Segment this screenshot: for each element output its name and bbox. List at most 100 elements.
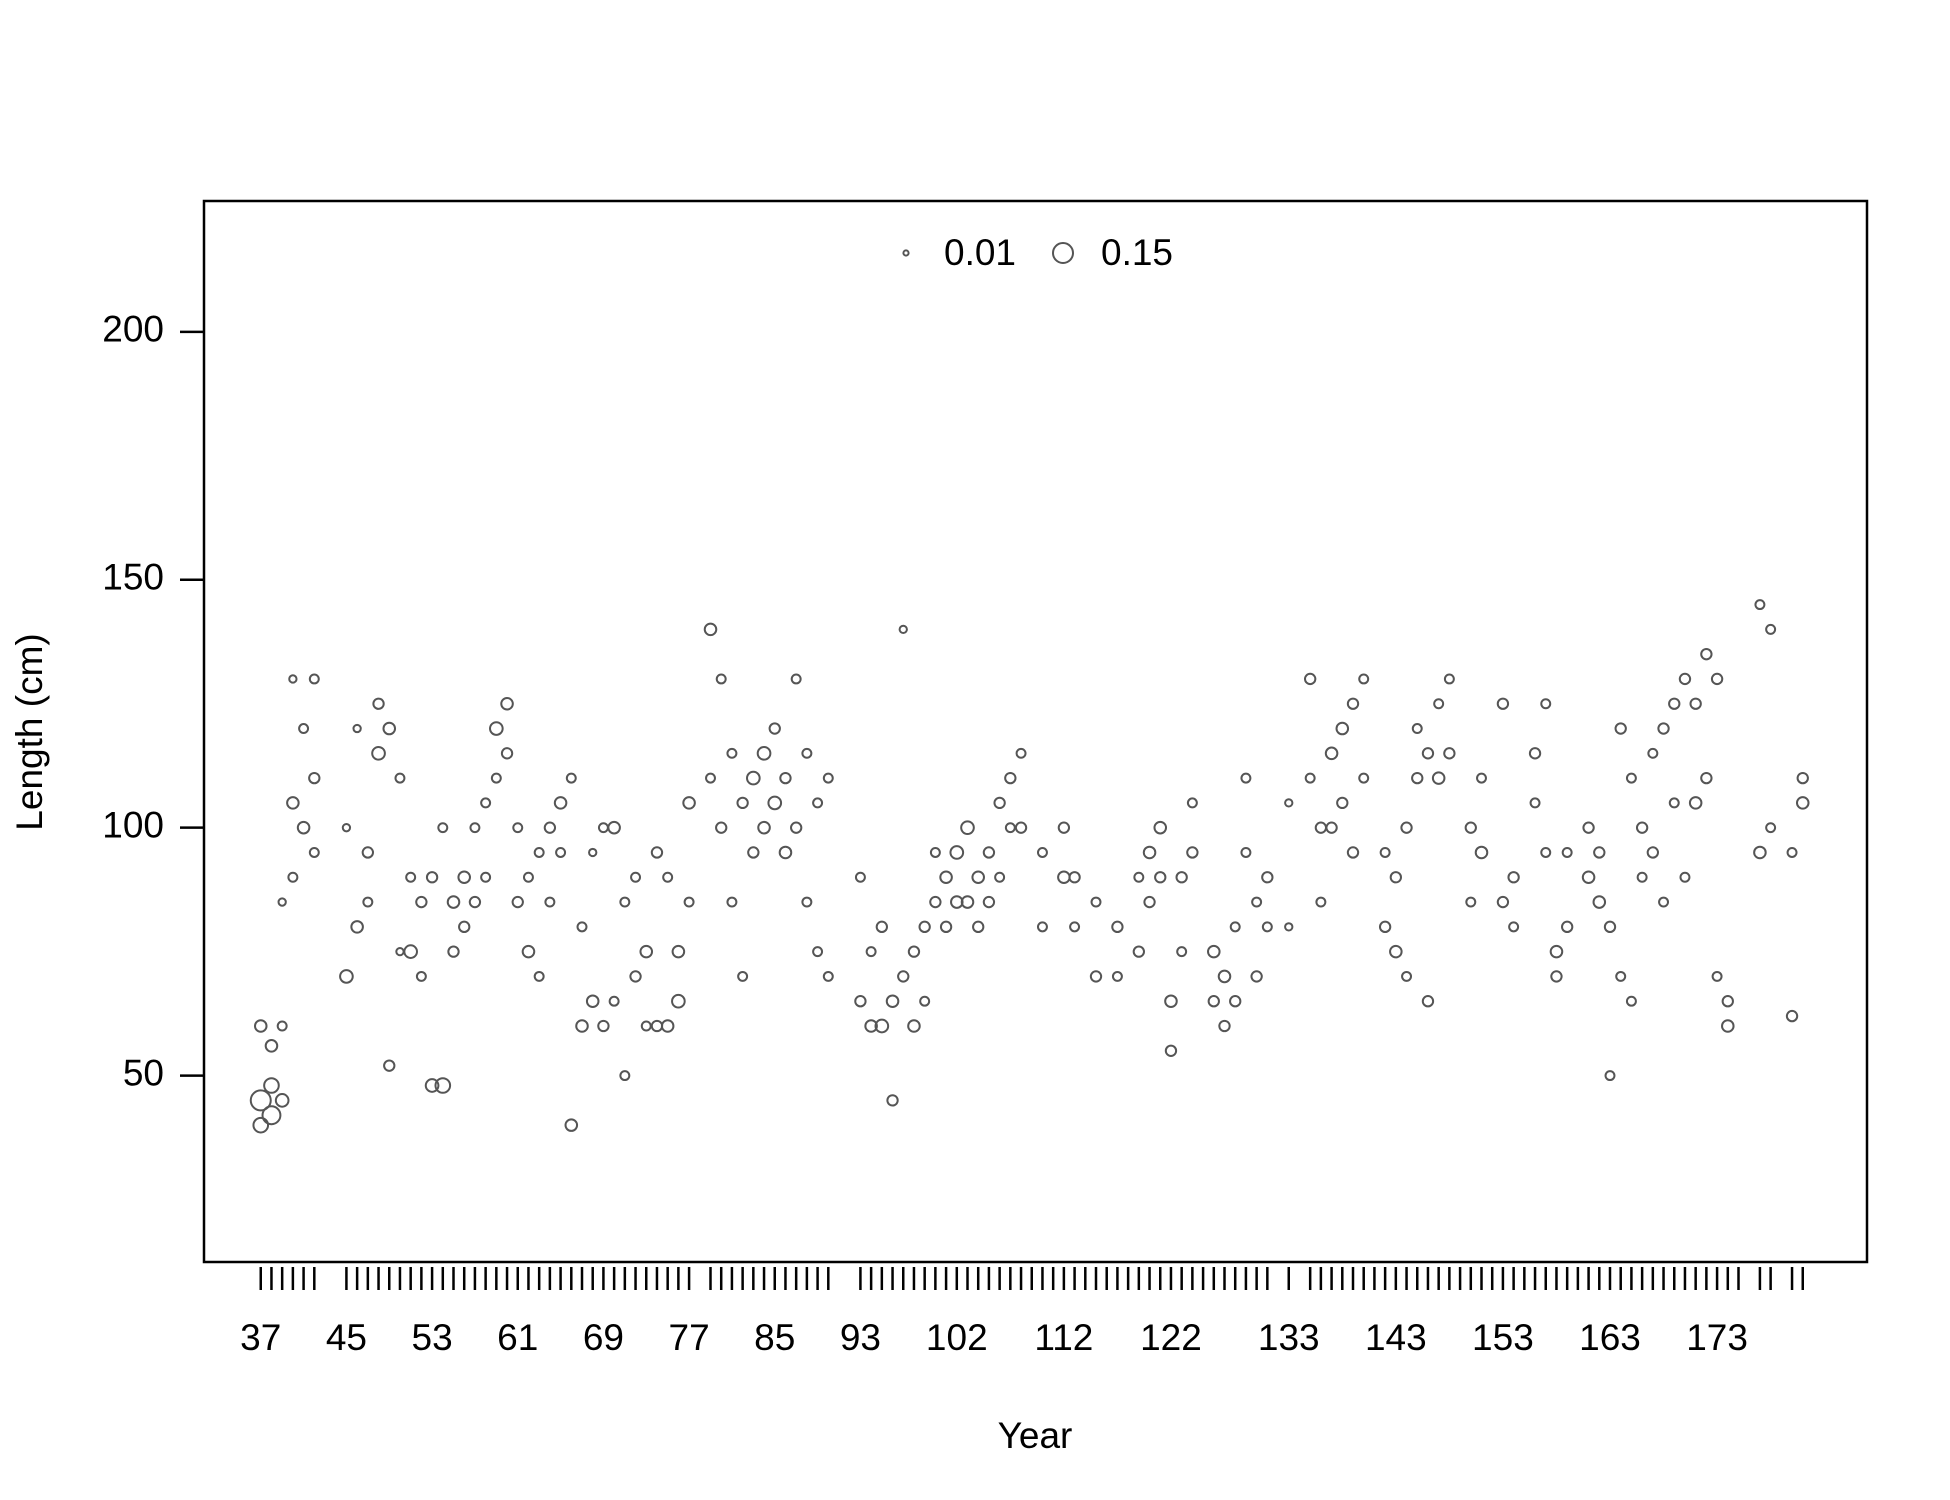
bubble [874, 1018, 890, 1034]
bubble [447, 945, 460, 958]
bubble [277, 897, 287, 907]
bubble [1389, 871, 1402, 884]
bubble [756, 745, 772, 761]
bubble [362, 896, 374, 908]
bubble [801, 896, 813, 908]
bubble [1528, 747, 1542, 760]
bubble [1186, 846, 1199, 859]
x-tick-label: 45 [326, 1317, 367, 1358]
bubble [263, 1077, 280, 1094]
bubble [1261, 921, 1273, 933]
bubble [424, 1078, 440, 1093]
bubble [1004, 771, 1017, 785]
bubble [308, 771, 321, 785]
bubble [480, 871, 492, 883]
bubble [1240, 772, 1252, 784]
bubble [588, 847, 598, 858]
legend-symbol [1052, 242, 1074, 264]
plot-frame [202, 199, 1869, 1264]
bubble [1668, 697, 1681, 710]
bubble [1604, 1070, 1616, 1082]
bubble [607, 820, 621, 835]
bubble [1314, 821, 1328, 834]
bubble [468, 895, 482, 909]
bubble [395, 946, 405, 957]
bubble [736, 796, 749, 810]
bubble [960, 820, 975, 836]
bubble [1721, 995, 1734, 1008]
bubble [757, 820, 771, 835]
bubble [629, 970, 642, 983]
bubble [298, 723, 310, 734]
bubble [1176, 946, 1188, 958]
x-tick-label: 85 [754, 1317, 795, 1358]
bubble [715, 821, 728, 834]
bubble [553, 796, 568, 810]
x-tick-label: 143 [1365, 1317, 1427, 1358]
bubble [630, 871, 642, 883]
bubble [1496, 697, 1510, 710]
bubble [1561, 847, 1573, 858]
bubble [919, 995, 931, 1007]
bubble [1229, 921, 1241, 933]
bubble [1154, 871, 1167, 884]
bubble [993, 796, 1006, 810]
bubble [1111, 920, 1124, 934]
bubble [875, 920, 888, 934]
x-tick-label: 133 [1258, 1317, 1320, 1358]
bubble [1647, 747, 1659, 759]
bubble [308, 673, 320, 685]
bubble [1592, 895, 1607, 909]
bubble [1143, 895, 1156, 909]
bubble [1636, 871, 1648, 883]
bubble [790, 673, 802, 685]
bubble [1678, 672, 1692, 686]
bubble [511, 895, 524, 909]
bubble [1411, 723, 1423, 734]
bubble [1014, 821, 1028, 834]
bubble [1679, 871, 1691, 883]
bubble [1625, 995, 1637, 1007]
bubble [1658, 896, 1670, 908]
bubble [383, 1059, 396, 1072]
bubble [480, 797, 492, 809]
bubble [1325, 821, 1338, 834]
bubble [1476, 772, 1487, 784]
bubble [747, 846, 760, 859]
bubble [929, 895, 942, 909]
bubble [1443, 747, 1456, 760]
bubble [971, 870, 985, 885]
bubble [1689, 697, 1702, 710]
x-tick-label: 163 [1579, 1317, 1641, 1358]
bubble [425, 871, 439, 884]
bubble [650, 846, 664, 859]
bubble [1057, 821, 1071, 834]
bubble [619, 896, 631, 908]
bubble [1785, 1009, 1799, 1023]
bubble [885, 994, 900, 1008]
bubble [522, 871, 534, 883]
bubble [288, 674, 298, 684]
bubble [405, 871, 417, 883]
bubble [907, 945, 921, 958]
bubble [1411, 771, 1424, 785]
bubble [1164, 1044, 1178, 1057]
bubble [608, 995, 620, 1007]
bubble [415, 895, 428, 909]
bubble [778, 845, 793, 860]
bubble [1700, 647, 1713, 661]
bubble [308, 847, 320, 858]
bubble [1346, 846, 1360, 859]
bubble [1378, 920, 1392, 934]
bubble [929, 847, 941, 858]
bubble [500, 696, 514, 711]
bubble [1700, 771, 1713, 785]
bubble [779, 771, 792, 785]
bubble [650, 1019, 664, 1033]
bubble [1765, 623, 1777, 635]
bubble [662, 871, 674, 883]
bubble [403, 944, 418, 959]
bubble [1304, 672, 1317, 686]
bubble [1250, 970, 1263, 983]
bubble [521, 944, 536, 959]
